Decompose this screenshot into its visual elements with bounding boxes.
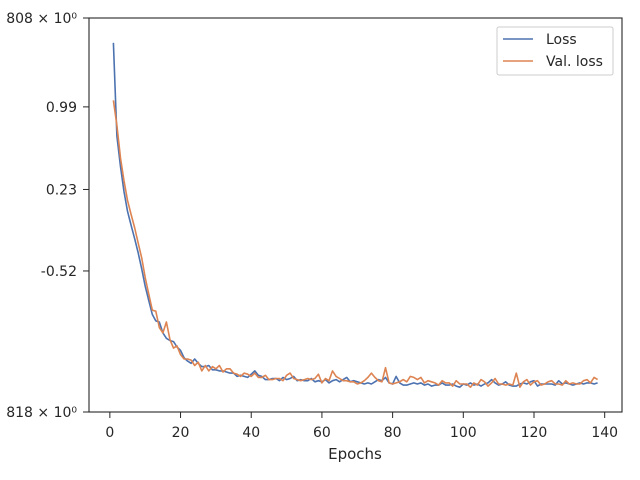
x-tick-label: 40 — [242, 425, 260, 441]
series-layer — [112, 42, 599, 389]
y-tick-label: 0.99 — [46, 100, 77, 116]
y-tick-label: -0.52 — [41, 264, 77, 280]
legend-label-val-loss: Val. loss — [546, 54, 603, 70]
y-tick-label: 808 × 10⁰ — [6, 11, 77, 27]
x-tick-label: 20 — [172, 425, 190, 441]
x-tick-label: 0 — [105, 425, 114, 441]
x-tick-label: 120 — [521, 425, 548, 441]
x-axis-label: Epochs — [328, 445, 382, 463]
y-tick-label: 818 × 10⁰ — [6, 405, 77, 421]
x-tick-label: 100 — [450, 425, 477, 441]
series-line-val-loss — [112, 100, 599, 389]
plot-frame — [88, 17, 623, 413]
y-tick-label: 0.23 — [46, 182, 77, 198]
series-line-loss — [112, 42, 598, 389]
x-tick-label: 80 — [384, 425, 402, 441]
x-axis-ticks: 0 20 40 60 80 100 120 140 — [105, 412, 618, 441]
x-tick-label: 60 — [313, 425, 331, 441]
y-axis-ticks: 808 × 10⁰ 0.99 0.23 -0.52 818 × 10⁰ — [6, 11, 89, 421]
legend: Loss Val. loss — [496, 26, 614, 76]
x-tick-label: 140 — [591, 425, 618, 441]
legend-label-loss: Loss — [546, 32, 577, 48]
